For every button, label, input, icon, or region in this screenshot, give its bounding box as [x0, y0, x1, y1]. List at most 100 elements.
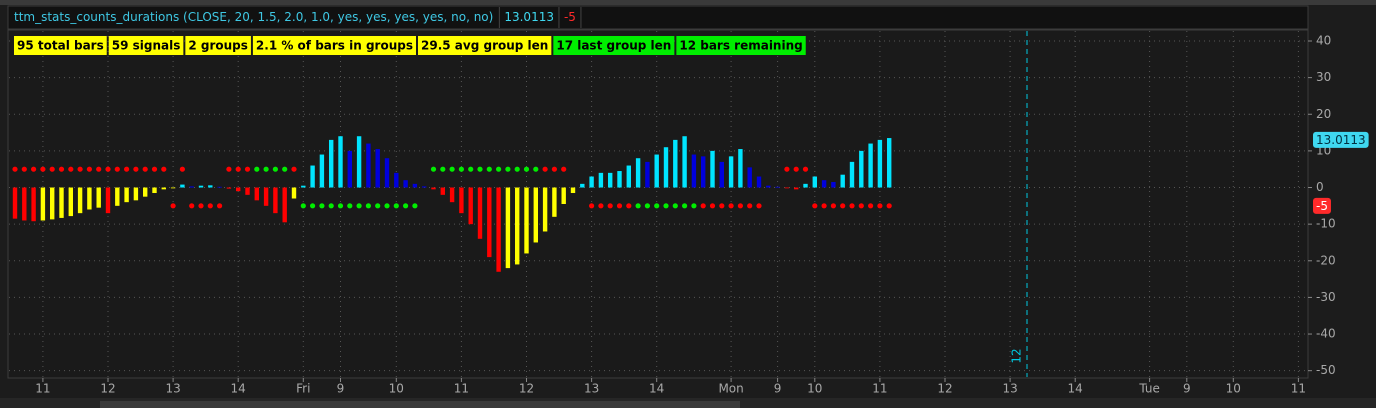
bar [487, 187, 492, 258]
label-box [676, 36, 806, 55]
squeeze-dot [310, 203, 316, 209]
bar [524, 187, 529, 254]
bar [570, 187, 576, 194]
bar [394, 172, 399, 188]
squeeze-dot [68, 166, 74, 172]
bar [784, 187, 790, 189]
squeeze-dot [207, 203, 213, 209]
bar [459, 187, 464, 214]
bar [273, 187, 278, 214]
x-tick-label: 13 [584, 382, 599, 396]
squeeze-dot [496, 166, 502, 172]
squeeze-dot [272, 166, 278, 172]
study-title: ttm_stats_counts_durations (CLOSE, 20, 1… [14, 10, 493, 24]
squeeze-dot [105, 166, 111, 172]
x-tick-label: 11 [872, 382, 887, 396]
y-tick-label: -50 [1316, 363, 1336, 377]
squeeze-dot [728, 203, 734, 209]
bar [552, 187, 557, 217]
bar [59, 187, 64, 218]
bar [598, 172, 604, 188]
label-text: 17 last group len [556, 39, 671, 53]
squeeze-dot [356, 203, 362, 209]
squeeze-dot [477, 166, 483, 172]
readout: 13.0113 [504, 10, 554, 24]
bar [719, 161, 724, 188]
bar [189, 186, 194, 188]
squeeze-dot [40, 166, 46, 172]
bar [626, 165, 631, 188]
y-tick-label: 30 [1316, 70, 1331, 84]
scroll-thumb[interactable] [100, 401, 740, 408]
squeeze-dot [77, 166, 83, 172]
bar [68, 187, 73, 217]
bar [50, 187, 55, 220]
stat-label: 17 last group len [553, 36, 675, 55]
bar [561, 187, 566, 204]
y-tick-label: 0 [1316, 180, 1324, 194]
bar [133, 187, 139, 201]
x-tick-label: 14 [231, 382, 246, 396]
squeeze-dot [170, 203, 176, 209]
x-tick-label: 14 [649, 382, 664, 396]
squeeze-dot [542, 166, 548, 172]
bubble-box [1313, 131, 1369, 148]
squeeze-dot [663, 203, 669, 209]
bar [282, 187, 287, 223]
squeeze-dot [347, 203, 353, 209]
squeeze-dot [226, 166, 232, 172]
squeeze-dot [189, 203, 195, 209]
x-tick-label: 13 [1002, 382, 1017, 396]
bubble-box [1313, 197, 1331, 214]
squeeze-dot [626, 203, 632, 209]
squeeze-dot [300, 203, 306, 209]
x-tick-label: 12 [519, 382, 534, 396]
x-tick-label: 12 [937, 382, 952, 396]
bar [701, 156, 706, 188]
x-tick-label: Fri [296, 382, 310, 396]
bar [868, 143, 873, 188]
bar [821, 180, 827, 188]
bar [887, 138, 892, 188]
squeeze-dot [654, 203, 660, 209]
x-tick-label: 10 [1226, 382, 1241, 396]
price-bubble: -5 [1313, 197, 1331, 214]
bar [673, 139, 678, 188]
bar [245, 187, 250, 195]
squeeze-dot [784, 166, 790, 172]
squeeze-dot [886, 203, 892, 209]
squeeze-dot [430, 166, 437, 172]
squeeze-dot [179, 166, 185, 172]
squeeze-dot [561, 166, 567, 172]
bar [263, 187, 269, 206]
bar [617, 171, 622, 188]
stat-label: 12 bars remaining [676, 36, 806, 55]
x-tick-label: 11 [454, 382, 469, 396]
bar [198, 185, 204, 188]
squeeze-dot [244, 166, 251, 172]
bar [366, 143, 371, 188]
bar [794, 187, 799, 190]
bar [468, 187, 473, 225]
label-text: 12 bars remaining [679, 39, 802, 53]
squeeze-dot [319, 203, 325, 209]
readout: -5 [564, 10, 576, 24]
x-tick-label: 13 [165, 382, 180, 396]
squeeze-dot [235, 166, 241, 172]
label-box [418, 36, 552, 55]
bar [542, 187, 548, 232]
squeeze-dot [365, 203, 371, 209]
squeeze-dot [877, 203, 883, 209]
bar [310, 165, 315, 188]
bar [849, 161, 855, 188]
squeeze-dot [607, 203, 613, 209]
bar [152, 187, 157, 194]
label-box [252, 36, 416, 55]
squeeze-dot [151, 166, 158, 172]
bar [635, 158, 641, 188]
squeeze-dot [719, 203, 725, 209]
bar [803, 183, 808, 188]
squeeze-dot [830, 203, 837, 209]
